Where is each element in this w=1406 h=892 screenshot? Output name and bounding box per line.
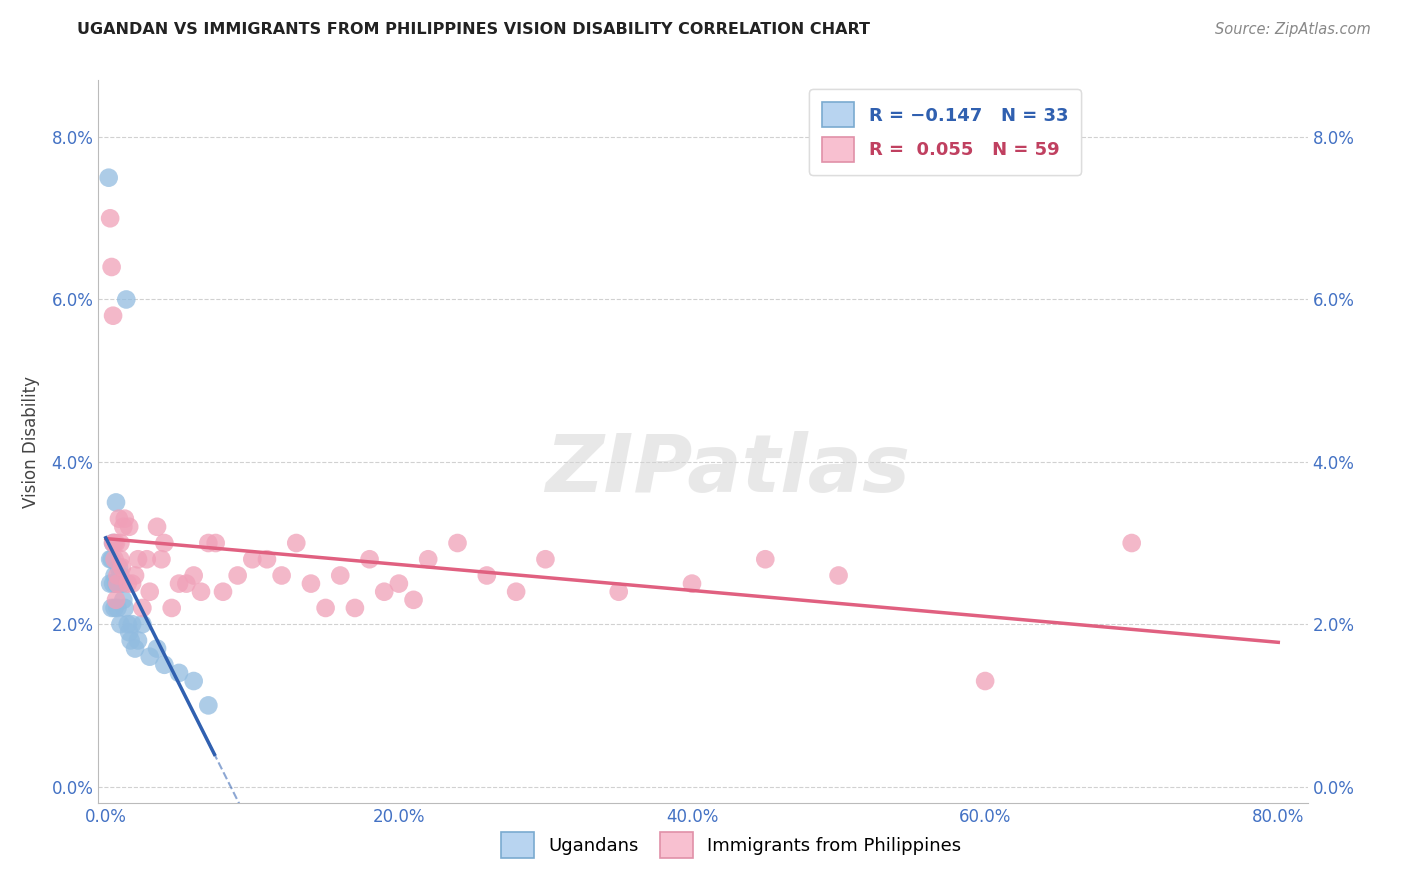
Point — [146, 641, 169, 656]
Point — [107, 576, 129, 591]
Point — [270, 568, 292, 582]
Point — [373, 584, 395, 599]
Point — [204, 536, 226, 550]
Point — [112, 520, 135, 534]
Point — [190, 584, 212, 599]
Point — [212, 584, 235, 599]
Point — [121, 576, 143, 591]
Point — [115, 293, 138, 307]
Point — [105, 592, 128, 607]
Point — [127, 633, 149, 648]
Point — [107, 576, 129, 591]
Point — [183, 568, 205, 582]
Point — [100, 601, 122, 615]
Point — [98, 552, 121, 566]
Point — [98, 211, 121, 226]
Point — [103, 568, 125, 582]
Point — [131, 617, 153, 632]
Point — [117, 617, 139, 632]
Point — [118, 520, 141, 534]
Point — [110, 568, 132, 582]
Point — [110, 617, 132, 632]
Point — [197, 536, 219, 550]
Point — [974, 673, 997, 688]
Point — [110, 552, 132, 566]
Point — [167, 576, 190, 591]
Point — [107, 568, 129, 582]
Point — [505, 584, 527, 599]
Point — [315, 601, 337, 615]
Point — [754, 552, 776, 566]
Point — [105, 495, 128, 509]
Point — [98, 576, 121, 591]
Point — [402, 592, 425, 607]
Point — [112, 592, 135, 607]
Point — [101, 576, 124, 591]
Point — [131, 601, 153, 615]
Point — [607, 584, 630, 599]
Point — [103, 536, 125, 550]
Point — [105, 536, 128, 550]
Point — [111, 576, 134, 591]
Point — [127, 552, 149, 566]
Point — [121, 617, 143, 632]
Y-axis label: Vision Disability: Vision Disability — [22, 376, 41, 508]
Point — [226, 568, 249, 582]
Text: UGANDAN VS IMMIGRANTS FROM PHILIPPINES VISION DISABILITY CORRELATION CHART: UGANDAN VS IMMIGRANTS FROM PHILIPPINES V… — [77, 22, 870, 37]
Text: ZIPatlas: ZIPatlas — [544, 432, 910, 509]
Point — [135, 552, 157, 566]
Legend: R = −0.147   N = 33, R =  0.055   N = 59: R = −0.147 N = 33, R = 0.055 N = 59 — [810, 89, 1081, 175]
Point — [1121, 536, 1143, 550]
Point — [120, 633, 142, 648]
Point — [827, 568, 849, 582]
Point — [108, 560, 131, 574]
Point — [681, 576, 703, 591]
Point — [240, 552, 263, 566]
Point — [97, 170, 120, 185]
Point — [118, 625, 141, 640]
Point — [114, 511, 136, 525]
Point — [534, 552, 557, 566]
Point — [359, 552, 381, 566]
Point — [124, 568, 146, 582]
Point — [150, 552, 173, 566]
Point — [100, 552, 122, 566]
Point — [388, 576, 411, 591]
Point — [418, 552, 440, 566]
Point — [111, 560, 134, 574]
Point — [285, 536, 308, 550]
Point — [153, 657, 176, 672]
Point — [101, 536, 124, 550]
Point — [138, 649, 160, 664]
Point — [167, 665, 190, 680]
Point — [101, 309, 124, 323]
Point — [329, 568, 352, 582]
Legend: Ugandans, Immigrants from Philippines: Ugandans, Immigrants from Philippines — [494, 825, 969, 865]
Point — [101, 536, 124, 550]
Point — [117, 576, 139, 591]
Point — [110, 536, 132, 550]
Text: Source: ZipAtlas.com: Source: ZipAtlas.com — [1215, 22, 1371, 37]
Point — [299, 576, 322, 591]
Point — [343, 601, 366, 615]
Point — [176, 576, 198, 591]
Point — [183, 673, 205, 688]
Point — [446, 536, 468, 550]
Point — [108, 511, 131, 525]
Point — [105, 576, 128, 591]
Point — [138, 584, 160, 599]
Point — [103, 552, 125, 566]
Point — [153, 536, 176, 550]
Point — [100, 260, 122, 274]
Point — [197, 698, 219, 713]
Point — [124, 641, 146, 656]
Point — [114, 601, 136, 615]
Point — [103, 601, 125, 615]
Point — [146, 520, 169, 534]
Point — [107, 601, 129, 615]
Point — [256, 552, 278, 566]
Point — [160, 601, 183, 615]
Point — [475, 568, 498, 582]
